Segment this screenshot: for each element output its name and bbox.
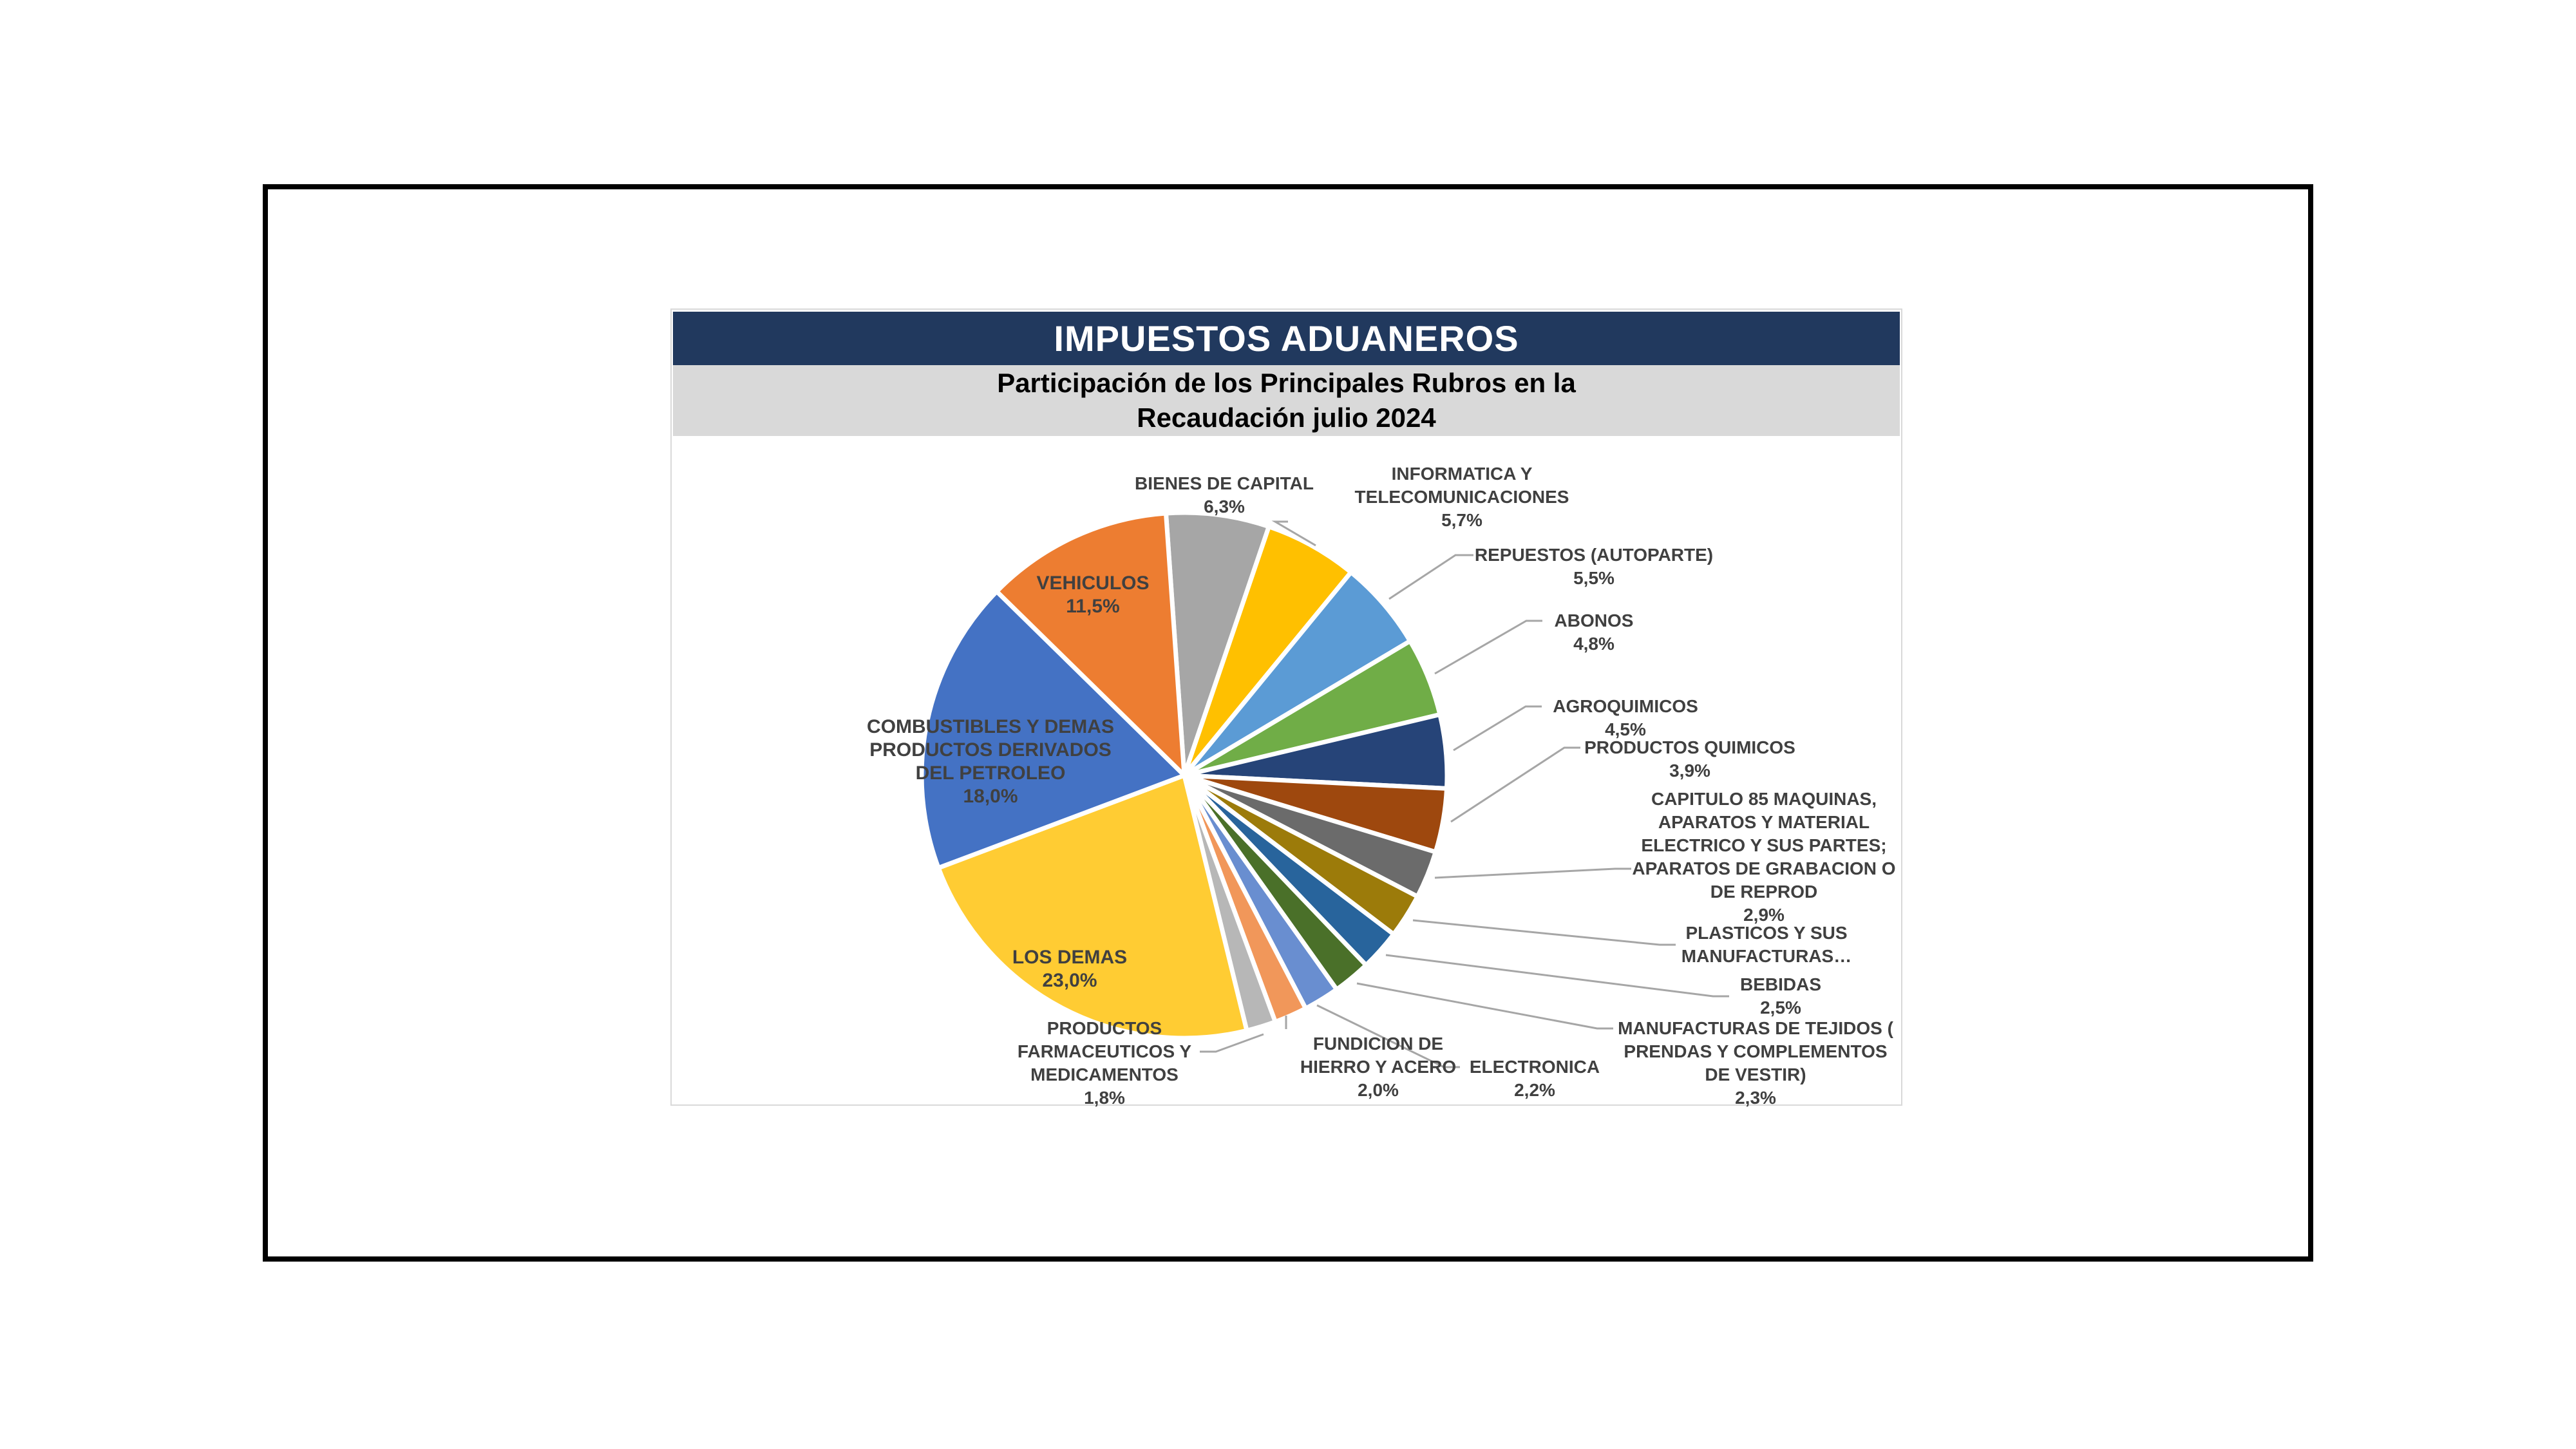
leader-line-informatica_y_telecomunicaciones [1271,520,1316,547]
leader-line-electronica [1316,1004,1460,1068]
pie-slice-combustibles_derivados_petroleo [919,589,1187,871]
pie-plot-area [919,510,1729,1068]
pie-slice-vehiculos [994,511,1187,778]
leader-line-bebidas [1385,954,1729,998]
leader-line-plasticos_y_sus_manufacturas [1412,919,1676,946]
leader-line-capitulo_85_maquinas [1434,867,1631,879]
leader-line-productos_farmaceuticos [1200,1033,1264,1053]
chart-title-bar: IMPUESTOS ADUANEROS [673,312,1900,365]
leader-line-abonos [1434,620,1542,675]
leader-line-repuestos_autoparte [1388,554,1473,600]
pie-chart: IMPUESTOS ADUANEROS Participación de los… [670,308,1902,1108]
leader-line-manufacturas_de_tejidos [1356,982,1613,1030]
chart-title: IMPUESTOS ADUANEROS [1054,318,1519,359]
chart-subtitle-line1: Participación de los Principales Rubros … [997,368,1576,398]
chart-subtitle-band: Participación de los Principales Rubros … [673,365,1900,436]
leader-line-agroquimicos [1453,705,1542,752]
pie-slice-bienes_de_capital [1164,510,1271,778]
chart-subtitle-line2: Recaudación julio 2024 [1137,402,1436,433]
leader-line-productos_quimicos [1450,746,1580,823]
